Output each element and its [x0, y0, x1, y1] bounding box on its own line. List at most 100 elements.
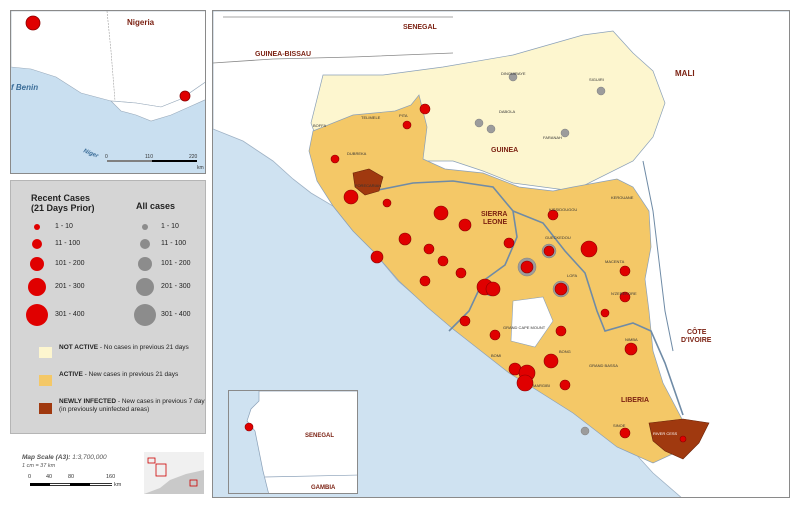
legend-all-range-5: 301 - 400	[161, 311, 191, 318]
district-label-macenta: MACENTA	[605, 259, 625, 264]
recent-case-dot-4	[382, 198, 392, 208]
recent-case-dot-17	[520, 260, 534, 274]
nigeria-inset-case-dot-1	[25, 15, 41, 31]
senegal-inset-map: SENEGAL GAMBIA	[228, 390, 358, 494]
recent-case-dot-8	[398, 232, 412, 246]
district-label-river-cess: RIVER CESS	[653, 431, 678, 436]
legend-all-dot-3	[138, 257, 152, 271]
legend-recent-title: Recent Cases (21 Days Prior)	[31, 193, 95, 213]
district-label-telimele: TELIMELE	[361, 115, 381, 120]
legend-recent-range-4: 201 - 300	[55, 283, 85, 290]
legend-not-active-swatch	[39, 347, 52, 358]
nigeria-inset-graphic	[11, 11, 205, 173]
district-label-faranah: FARANAH	[543, 135, 562, 140]
nigeria-scale-tick-0: 0	[105, 154, 108, 160]
recent-case-dot-5	[343, 189, 359, 205]
district-label-bomi: BOMI	[491, 353, 502, 358]
all-case-dot-1	[508, 72, 518, 82]
recent-case-dot-33	[555, 325, 567, 337]
recent-case-dot-18	[543, 245, 555, 257]
recent-case-dot-32	[459, 315, 471, 327]
recent-case-dot-28	[543, 353, 559, 369]
nigeria-label: Nigeria	[127, 18, 155, 27]
senegal-inset-label: SENEGAL	[305, 433, 335, 439]
district-label-dabola: DABOLA	[499, 109, 516, 114]
scale-tick-3: 160	[106, 474, 116, 480]
legend-recent-dot-4	[28, 278, 46, 296]
district-label-nimba: NIMBA	[625, 337, 638, 342]
district-label-nzerekore: N'ZEREKORE	[611, 291, 637, 296]
all-case-dot-4	[596, 86, 606, 96]
recent-case-dot-30	[559, 379, 571, 391]
recent-case-dot-11	[437, 255, 449, 267]
benin-label: f Benin	[11, 83, 39, 92]
legend-recent-dot-2	[32, 239, 42, 249]
main-map-graphic	[213, 11, 789, 497]
nigeria-scale-tick-2: 220	[189, 154, 198, 160]
nigeria-inset-map: Nigeria f Benin Niger 0 110 220 km	[10, 10, 206, 174]
district-label-margibi: MARGIBI	[533, 383, 550, 388]
legend-newly-infected-swatch	[39, 403, 52, 414]
gambia-inset-label: GAMBIA	[311, 485, 336, 491]
legend-all-dot-1	[142, 224, 148, 230]
scale-tick-2: 80	[68, 474, 75, 480]
legend-all-dot-2	[140, 239, 150, 249]
map-scale: Map Scale (A3): 1:3,700,000 1 cm = 37 km…	[10, 440, 206, 506]
recent-case-dot-15	[485, 281, 501, 297]
main-map: SENEGAL GUINEA-BISSAU MALI GUINEA SIERRA…	[212, 10, 790, 498]
legend-recent-range-2: 11 - 100	[55, 240, 81, 247]
district-label-siguiri: SIGUIRI	[589, 77, 604, 82]
district-label-kissidougou: KISSIDOUGOU	[549, 207, 578, 212]
district-label-boffa: BOFFA	[313, 123, 327, 128]
legend-all-range-1: 1 - 10	[161, 223, 179, 230]
legend-symbols	[26, 224, 156, 326]
all-case-dot-2	[474, 118, 484, 128]
district-label-gueckedou: GUECKEDOU	[545, 235, 571, 240]
recent-case-dot-20	[547, 209, 559, 221]
legend-all-dot-4	[136, 278, 154, 296]
legend-recent-dot-3	[30, 257, 44, 271]
all-case-dot-3	[486, 124, 496, 134]
recent-case-dot-35	[679, 435, 687, 443]
recent-case-dot-21	[580, 240, 598, 258]
scale-unit: km	[114, 482, 122, 488]
senegal-inset-graphic	[229, 391, 357, 493]
all-case-dot-10	[580, 426, 590, 436]
recent-case-dot-34	[619, 427, 631, 439]
recent-case-dot-10	[423, 243, 435, 255]
nigeria-scale-tick-1: 110	[145, 154, 153, 160]
legend-all-range-4: 201 - 300	[161, 283, 191, 290]
recent-case-dot-22	[619, 265, 631, 277]
legend-newly-infected-text: NEWLY INFECTED - New cases in previous 7…	[59, 398, 206, 413]
recent-case-dot-7	[458, 218, 472, 232]
legend-not-active-text: NOT ACTIVE - No cases in previous 21 day…	[59, 344, 189, 351]
recent-case-dot-24	[600, 308, 610, 318]
legend-active-swatch	[39, 375, 52, 386]
active-region	[308, 94, 684, 464]
district-label-pita: PITA	[399, 113, 408, 118]
legend-all-range-3: 101 - 200	[161, 260, 191, 267]
recent-case-dot-12	[455, 267, 467, 279]
district-label-kerouane: KEROUANE	[611, 195, 634, 200]
country-label-senegal: SENEGAL	[403, 24, 437, 31]
legend-recent-dot-5	[26, 304, 48, 326]
recent-case-dot-29	[516, 374, 534, 392]
legend-recent-range-1: 1 - 10	[55, 223, 73, 230]
map-legend: Recent Cases (21 Days Prior) All cases 1 …	[10, 180, 206, 434]
country-label-guinea-bissau: GUINEA-BISSAU	[255, 51, 312, 58]
recent-case-dot-16	[503, 237, 515, 249]
country-label-liberia: LIBERIA	[621, 397, 649, 404]
scale-tick-0: 0	[28, 474, 32, 480]
recent-case-dot-2	[402, 120, 412, 130]
recent-case-dot-1	[419, 103, 431, 115]
district-label-dubreka: DUBREKA	[347, 151, 367, 156]
district-label-sinoe: SINOE	[613, 423, 626, 428]
district-label-forecariah: FORECARIAH	[355, 183, 382, 188]
district-label-grand-bassa: GRAND BASSA	[589, 363, 618, 368]
all-case-dot-5	[560, 128, 570, 138]
district-label-dinguiraye: DINGUIRAYE	[501, 71, 526, 76]
recent-case-dot-23	[619, 291, 631, 303]
legend-all-range-2: 11 - 100	[161, 240, 187, 247]
newly-infected-river-cess	[648, 418, 710, 460]
district-label-lofa: LOFA	[567, 273, 578, 278]
